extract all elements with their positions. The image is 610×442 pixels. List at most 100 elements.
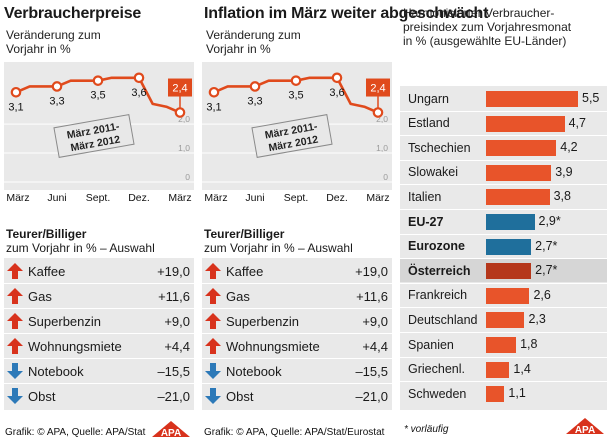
row-divider	[400, 282, 607, 284]
row-divider	[400, 233, 607, 235]
bar-value-label: 4,2	[560, 140, 578, 155]
data-point	[290, 75, 302, 86]
y-tick-label: 2,0	[376, 114, 388, 124]
table-row: Notebook –15,5	[204, 360, 388, 382]
y-tick-label: 2,0	[178, 114, 190, 124]
period-note: März 2011-März 2012	[251, 114, 333, 158]
apa-logo-right: APA	[566, 418, 604, 436]
bar	[486, 238, 532, 255]
data-point	[10, 86, 22, 98]
x-tick-label: Dez.	[128, 192, 150, 204]
right-bar-chart: Ungarn 5,5 Estland 4,7 Tschechien 4,2 Slowakei…	[400, 86, 607, 410]
table-row: Obst –21,0	[204, 385, 388, 407]
x-tick-label: Dez.	[326, 192, 348, 204]
bar-row: Eurozone	[400, 236, 500, 257]
x-tick-label: Sept.	[85, 192, 111, 204]
row-value: +19,0	[355, 263, 388, 279]
bar-category-label: Österreich	[408, 263, 471, 278]
bar-category-label: Slowakei	[408, 165, 459, 180]
row-divider	[202, 383, 392, 384]
bar-row: Italien	[400, 186, 500, 207]
bar-row: Österreich	[400, 260, 500, 281]
row-label: Notebook	[226, 363, 282, 379]
bar-value-label: 2,9*	[538, 214, 561, 228]
row-divider	[400, 110, 607, 112]
bar-row: Estland	[400, 113, 500, 134]
data-point	[249, 81, 261, 92]
data-label: 3,5	[288, 90, 303, 102]
table-row: Wohnungsmiete +4,4	[6, 335, 190, 357]
row-divider	[400, 381, 607, 383]
bar	[486, 386, 505, 403]
data-point	[331, 72, 343, 84]
bar-row: Spanien	[400, 334, 500, 355]
table-row: Superbenzin +9,0	[6, 310, 190, 332]
row-divider	[202, 358, 392, 359]
bar-category-label: Tschechien	[408, 140, 471, 155]
data-point	[208, 86, 220, 98]
bar-row: Frankreich	[400, 285, 500, 306]
bar-value-label: 2,3	[528, 312, 546, 327]
bar-value-label: 2,7*	[535, 263, 558, 278]
arrow-up-icon	[204, 337, 222, 355]
row-value: –15,5	[355, 363, 388, 379]
arrow-down-icon	[6, 362, 24, 380]
x-tick-label: Juni	[245, 192, 265, 204]
x-tick-label: März	[6, 192, 30, 204]
row-divider	[4, 358, 194, 359]
row-divider	[400, 209, 607, 210]
bar	[486, 189, 550, 206]
bar-row: Deutschland	[400, 309, 500, 330]
row-label: Gas	[226, 288, 250, 304]
bar-value-label: 1,4	[513, 361, 531, 376]
x-tick-label: März	[366, 192, 390, 204]
bar-row: Ungarn	[400, 88, 500, 109]
table-row: Wohnungsmiete +4,4	[204, 335, 388, 357]
bar-category-label: Schweden	[408, 386, 467, 401]
y-tick-label: 0	[383, 172, 388, 182]
left-credit: Grafik: © APA, Quelle: APA/Stat	[5, 427, 146, 438]
row-value: +9,0	[164, 313, 190, 329]
mid-title: Inflation im März weiter abgeschwächt	[204, 5, 489, 22]
mid-table: Kaffee +19,0 Gas +11,6 Superbenzin +9,0 Wohnun…	[202, 258, 392, 410]
x-tick-label: Juni	[47, 192, 67, 204]
svg-text:APA: APA	[161, 428, 181, 439]
arrow-up-icon	[6, 337, 24, 355]
mid-line-chart: 2,0 1,0 0 3,1 3,3 3,5 3,6 2,4 März 2011-März 201…	[202, 72, 392, 183]
table-row: Kaffee +19,0	[204, 260, 388, 282]
bar-row: Schweden	[400, 383, 500, 404]
data-point	[174, 107, 186, 118]
mid-subtitle-1: Veränderung zum	[206, 28, 301, 42]
bar-row: Tschechien	[400, 137, 500, 158]
y-tick-label: 1,0	[376, 143, 388, 153]
arrow-up-icon	[6, 312, 24, 330]
row-divider	[4, 383, 194, 384]
bar-category-label: Italien	[408, 189, 442, 204]
arrow-up-icon	[204, 287, 222, 305]
mid-credit: Grafik: © APA, Quelle: APA/Stat/Eurostat	[204, 427, 385, 438]
bar-category-label: Eurozone	[408, 239, 465, 254]
last-value-box	[168, 78, 192, 97]
right-title-1: Harmonisierter Verbraucher-	[403, 6, 555, 20]
bar	[486, 361, 510, 378]
row-label: Wohnungsmiete	[226, 338, 320, 354]
bar-category-label: Ungarn	[408, 91, 449, 106]
bar-value-label: 5,5	[582, 91, 600, 105]
right-title-3: in % (ausgewählte EU-Länder)	[403, 34, 567, 48]
table-row: Gas +11,6	[204, 285, 388, 307]
data-point	[92, 75, 104, 86]
data-label: 3,6	[131, 87, 146, 99]
left-subtitle-2: Vorjahr in %	[6, 42, 71, 56]
row-label: Notebook	[28, 363, 84, 379]
data-label: 2,4	[370, 83, 385, 95]
left-title: Verbraucherpreise	[4, 5, 142, 22]
bar-category-label: EU-27	[408, 214, 444, 229]
x-tick-label: März	[204, 192, 228, 204]
bar-category-label: Griechenl.	[408, 362, 465, 377]
row-label: Superbenzin	[28, 313, 101, 329]
row-value: +4,4	[164, 338, 190, 354]
apa-logo-left: APA	[152, 421, 190, 439]
bar	[486, 115, 565, 132]
row-label: Kaffee	[226, 263, 264, 279]
bar-category-label: Spanien	[408, 337, 454, 352]
